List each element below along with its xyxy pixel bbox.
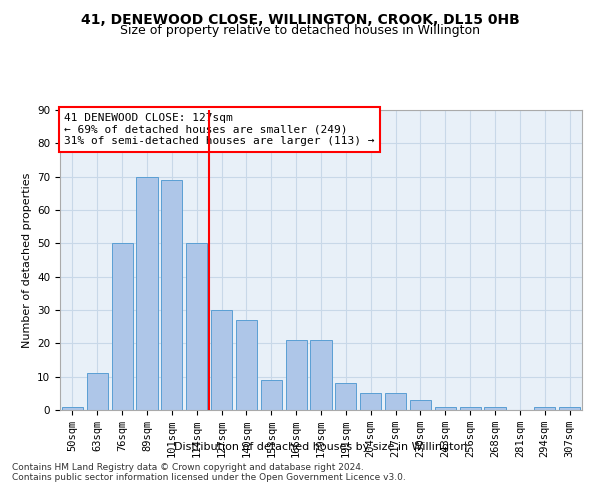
Text: Distribution of detached houses by size in Willington: Distribution of detached houses by size … [175,442,467,452]
Text: Contains public sector information licensed under the Open Government Licence v3: Contains public sector information licen… [12,474,406,482]
Bar [62,406,83,410]
Bar [460,406,481,410]
Bar [484,406,506,410]
Bar [161,180,182,410]
Text: 41, DENEWOOD CLOSE, WILLINGTON, CROOK, DL15 0HB: 41, DENEWOOD CLOSE, WILLINGTON, CROOK, D… [80,12,520,26]
Y-axis label: Number of detached properties: Number of detached properties [22,172,32,348]
Bar [559,406,580,410]
Bar [186,244,207,410]
Bar [87,374,108,410]
Bar [410,400,431,410]
Bar [236,320,257,410]
Bar [385,394,406,410]
Bar [211,310,232,410]
Bar [534,406,555,410]
Text: Size of property relative to detached houses in Willington: Size of property relative to detached ho… [120,24,480,37]
Bar [286,340,307,410]
Bar [261,380,282,410]
Bar [112,244,133,410]
Bar [136,176,158,410]
Bar [310,340,332,410]
Text: Contains HM Land Registry data © Crown copyright and database right 2024.: Contains HM Land Registry data © Crown c… [12,464,364,472]
Text: 41 DENEWOOD CLOSE: 127sqm
← 69% of detached houses are smaller (249)
31% of semi: 41 DENEWOOD CLOSE: 127sqm ← 69% of detac… [64,113,374,146]
Bar [335,384,356,410]
Bar [360,394,381,410]
Bar [435,406,456,410]
